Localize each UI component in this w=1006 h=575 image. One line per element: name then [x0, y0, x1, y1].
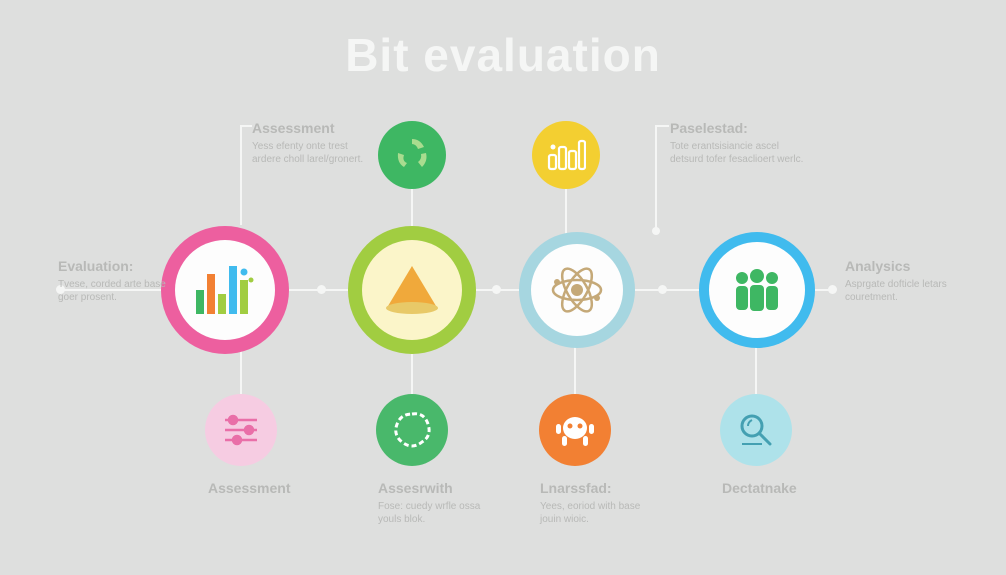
label-title: Analysics [845, 258, 975, 274]
small-circle-recycle [378, 121, 446, 189]
main-circle-evaluation [161, 226, 289, 354]
recycle-icon [392, 135, 432, 175]
connector [411, 185, 413, 230]
small-circle-bars [532, 121, 600, 189]
connector [240, 125, 242, 225]
connector [574, 345, 576, 397]
connector [755, 345, 757, 397]
label-desc: Tote erantsisiancie ascel detsurd tofer … [670, 140, 810, 166]
label-evaluation: Evaluation: Tvese, corded arte base goer… [58, 258, 168, 304]
connector-node [652, 227, 660, 235]
label-title: Evaluation: [58, 258, 168, 274]
connector-node [492, 285, 501, 294]
critter-icon [554, 410, 596, 450]
connector [240, 350, 242, 398]
label-dectatnake: Dectatnake [722, 480, 822, 500]
connector-node [658, 285, 667, 294]
connector [655, 125, 657, 230]
bars-outline-icon [546, 137, 586, 173]
small-circle-magnify [720, 394, 792, 466]
label-desc: Yees, eoriod with base jouin wioic. [540, 500, 650, 526]
node-right [828, 285, 837, 294]
atom-icon [547, 262, 607, 318]
label-title: Assessment [208, 480, 308, 496]
connector-node [317, 285, 326, 294]
bars-icon [194, 262, 256, 318]
label-assesrwith: Assesrwith Fose: cuedy wrfle ossa youls … [378, 480, 488, 526]
label-title: Lnarssfad: [540, 480, 650, 496]
main-circle-assessment [348, 226, 476, 354]
people-icon [731, 268, 783, 312]
connector [411, 350, 413, 398]
main-circle-analytics [699, 232, 815, 348]
connector [565, 185, 567, 235]
magnify-icon [736, 410, 776, 450]
connector [655, 125, 669, 127]
label-assessment-top: Assessment Yess efenty onte trest ardere… [252, 120, 372, 166]
connector [240, 125, 252, 127]
label-lnarssfad: Lnarssfad: Yees, eoriod with base jouin … [540, 480, 650, 526]
label-title: Assesrwith [378, 480, 488, 496]
small-circle-blob [376, 394, 448, 466]
small-circle-critter [539, 394, 611, 466]
label-paselestad: Paselestad: Tote erantsisiancie ascel de… [670, 120, 810, 166]
label-title: Dectatnake [722, 480, 822, 496]
label-desc: Tvese, corded arte base goer prosent. [58, 278, 168, 304]
small-circle-sliders [205, 394, 277, 466]
sliders-icon [221, 412, 261, 448]
label-title: Paselestad: [670, 120, 810, 136]
label-desc: Yess efenty onte trest ardere choll lare… [252, 140, 372, 166]
label-desc: Fose: cuedy wrfle ossa youls blok. [378, 500, 488, 526]
cone-icon [380, 262, 444, 318]
main-circle-science [519, 232, 635, 348]
blob-icon [390, 410, 434, 450]
label-analytics: Analysics Asprgate dofticle letars coure… [845, 258, 975, 304]
page-title: Bit evaluation [345, 28, 661, 82]
label-desc: Asprgate dofticle letars couretment. [845, 278, 975, 304]
label-assessment-bottom: Assessment [208, 480, 308, 500]
label-title: Assessment [252, 120, 372, 136]
